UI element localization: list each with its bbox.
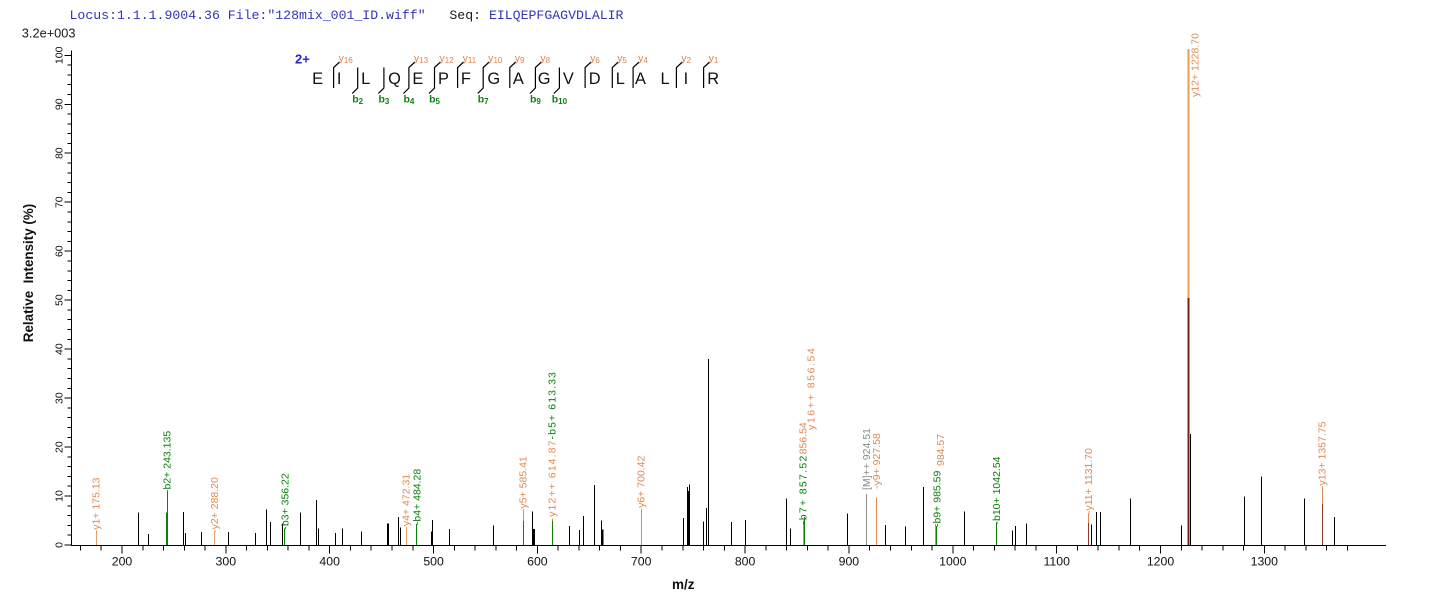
svg-text:m/z: m/z <box>672 577 695 592</box>
svg-text:y4: y4 <box>638 53 648 66</box>
svg-text:Locus:1.1.1.9004.36 File:"128m: Locus:1.1.1.9004.36 File:"128mix_001_ID.… <box>70 8 624 23</box>
svg-text:-y4+ 472.31: -y4+ 472.31 <box>401 474 413 530</box>
svg-text:V: V <box>563 70 574 88</box>
svg-text:-y13+ 1357.75: -y13+ 1357.75 <box>1317 421 1329 489</box>
svg-text:300: 300 <box>216 555 237 569</box>
svg-text:-y5+ 585.41: -y5+ 585.41 <box>518 456 530 512</box>
svg-text:b3: b3 <box>378 94 389 107</box>
svg-text:y6: y6 <box>590 53 600 66</box>
svg-text:Q: Q <box>388 70 401 88</box>
svg-text:A: A <box>635 70 646 88</box>
svg-text:E: E <box>312 70 323 88</box>
svg-text:b9: b9 <box>530 94 541 107</box>
svg-text:-b2+ 243.135: -b2+ 243.135 <box>162 431 174 493</box>
svg-text:L: L <box>661 70 670 88</box>
svg-text:1000: 1000 <box>939 555 967 569</box>
svg-text:0: 0 <box>54 542 66 548</box>
svg-text:984.57: 984.57 <box>935 434 947 466</box>
svg-text:900: 900 <box>839 555 860 569</box>
svg-text:800: 800 <box>735 555 756 569</box>
svg-text:P: P <box>438 70 449 88</box>
svg-text:y12: y12 <box>440 53 455 66</box>
svg-text:L: L <box>616 70 625 88</box>
svg-text:y16: y16 <box>339 53 354 66</box>
svg-text:70: 70 <box>54 196 66 208</box>
svg-text:40: 40 <box>54 343 66 355</box>
svg-text:y12+ 1228.70: y12+ 1228.70 <box>1190 33 1202 97</box>
svg-text:-y6+ 700.42: -y6+ 700.42 <box>636 455 648 511</box>
svg-text:F: F <box>461 70 471 88</box>
svg-text:y5: y5 <box>617 53 627 66</box>
svg-text:2+: 2+ <box>295 52 310 67</box>
svg-text:20: 20 <box>54 441 66 453</box>
svg-text:y13: y13 <box>414 53 429 66</box>
svg-text:-y9+ 927.58: -y9+ 927.58 <box>871 433 883 489</box>
svg-text:b5: b5 <box>429 94 440 107</box>
svg-text:R: R <box>707 70 719 88</box>
svg-text:E: E <box>412 70 423 88</box>
svg-text:Relative Intensity (%): Relative Intensity (%) <box>21 204 36 342</box>
svg-text:A: A <box>513 70 524 88</box>
svg-text:y10: y10 <box>488 53 503 66</box>
svg-text:600: 600 <box>527 555 548 569</box>
svg-text:-y12++ 614.87-b5+ 613.33: -y12++ 614.87-b5+ 613.33 <box>547 371 559 521</box>
svg-text:[M]++ 924.51: [M]++ 924.51 <box>861 428 873 490</box>
svg-text:L: L <box>361 70 370 88</box>
svg-text:3.2e+003: 3.2e+003 <box>22 26 76 41</box>
svg-text:y8: y8 <box>540 53 550 66</box>
svg-text:y11: y11 <box>463 53 477 66</box>
svg-text:-b4+ 484.28: -b4+ 484.28 <box>411 469 423 526</box>
svg-text:60: 60 <box>54 245 66 257</box>
svg-text:G: G <box>487 70 500 88</box>
svg-text:1100: 1100 <box>1043 555 1070 569</box>
svg-text:-b10+ 1042.54: -b10+ 1042.54 <box>991 456 1003 524</box>
svg-text:b7: b7 <box>478 94 489 107</box>
svg-text:1300: 1300 <box>1251 555 1279 569</box>
svg-text:-b9+ 985.59: -b9+ 985.59 <box>932 470 944 527</box>
svg-text:-y2+ 288.20: -y2+ 288.20 <box>209 477 221 533</box>
svg-text:50: 50 <box>54 294 66 306</box>
svg-text:y9: y9 <box>515 53 525 66</box>
svg-text:-b7+ 857.52856.54: -b7+ 857.52856.54 <box>798 422 810 525</box>
svg-text:G: G <box>538 70 551 88</box>
svg-text:b4: b4 <box>403 94 414 107</box>
svg-text:-y1+ 175.13: -y1+ 175.13 <box>91 477 103 533</box>
svg-text:700: 700 <box>631 555 652 569</box>
svg-text:100: 100 <box>54 46 66 64</box>
svg-text:b2: b2 <box>352 94 363 107</box>
svg-text:10: 10 <box>54 490 66 502</box>
svg-text:-b3+ 356.22: -b3+ 356.22 <box>279 473 291 530</box>
svg-text:500: 500 <box>423 555 444 569</box>
svg-text:1200: 1200 <box>1147 555 1175 569</box>
svg-text:y1: y1 <box>709 53 719 66</box>
svg-text:90: 90 <box>54 98 66 110</box>
svg-text:400: 400 <box>319 555 340 569</box>
svg-text:I: I <box>337 70 342 88</box>
svg-text:30: 30 <box>54 392 66 404</box>
svg-text:y2: y2 <box>681 53 691 66</box>
svg-text:b10: b10 <box>552 94 568 107</box>
svg-text:D: D <box>589 70 601 88</box>
svg-text:-y11+ 1131.70: -y11+ 1131.70 <box>1083 448 1095 514</box>
svg-text:I: I <box>684 70 689 88</box>
svg-text:200: 200 <box>112 555 133 569</box>
svg-text:80: 80 <box>54 147 66 159</box>
svg-text:y16++ 856.54: y16++ 856.54 <box>806 347 818 430</box>
